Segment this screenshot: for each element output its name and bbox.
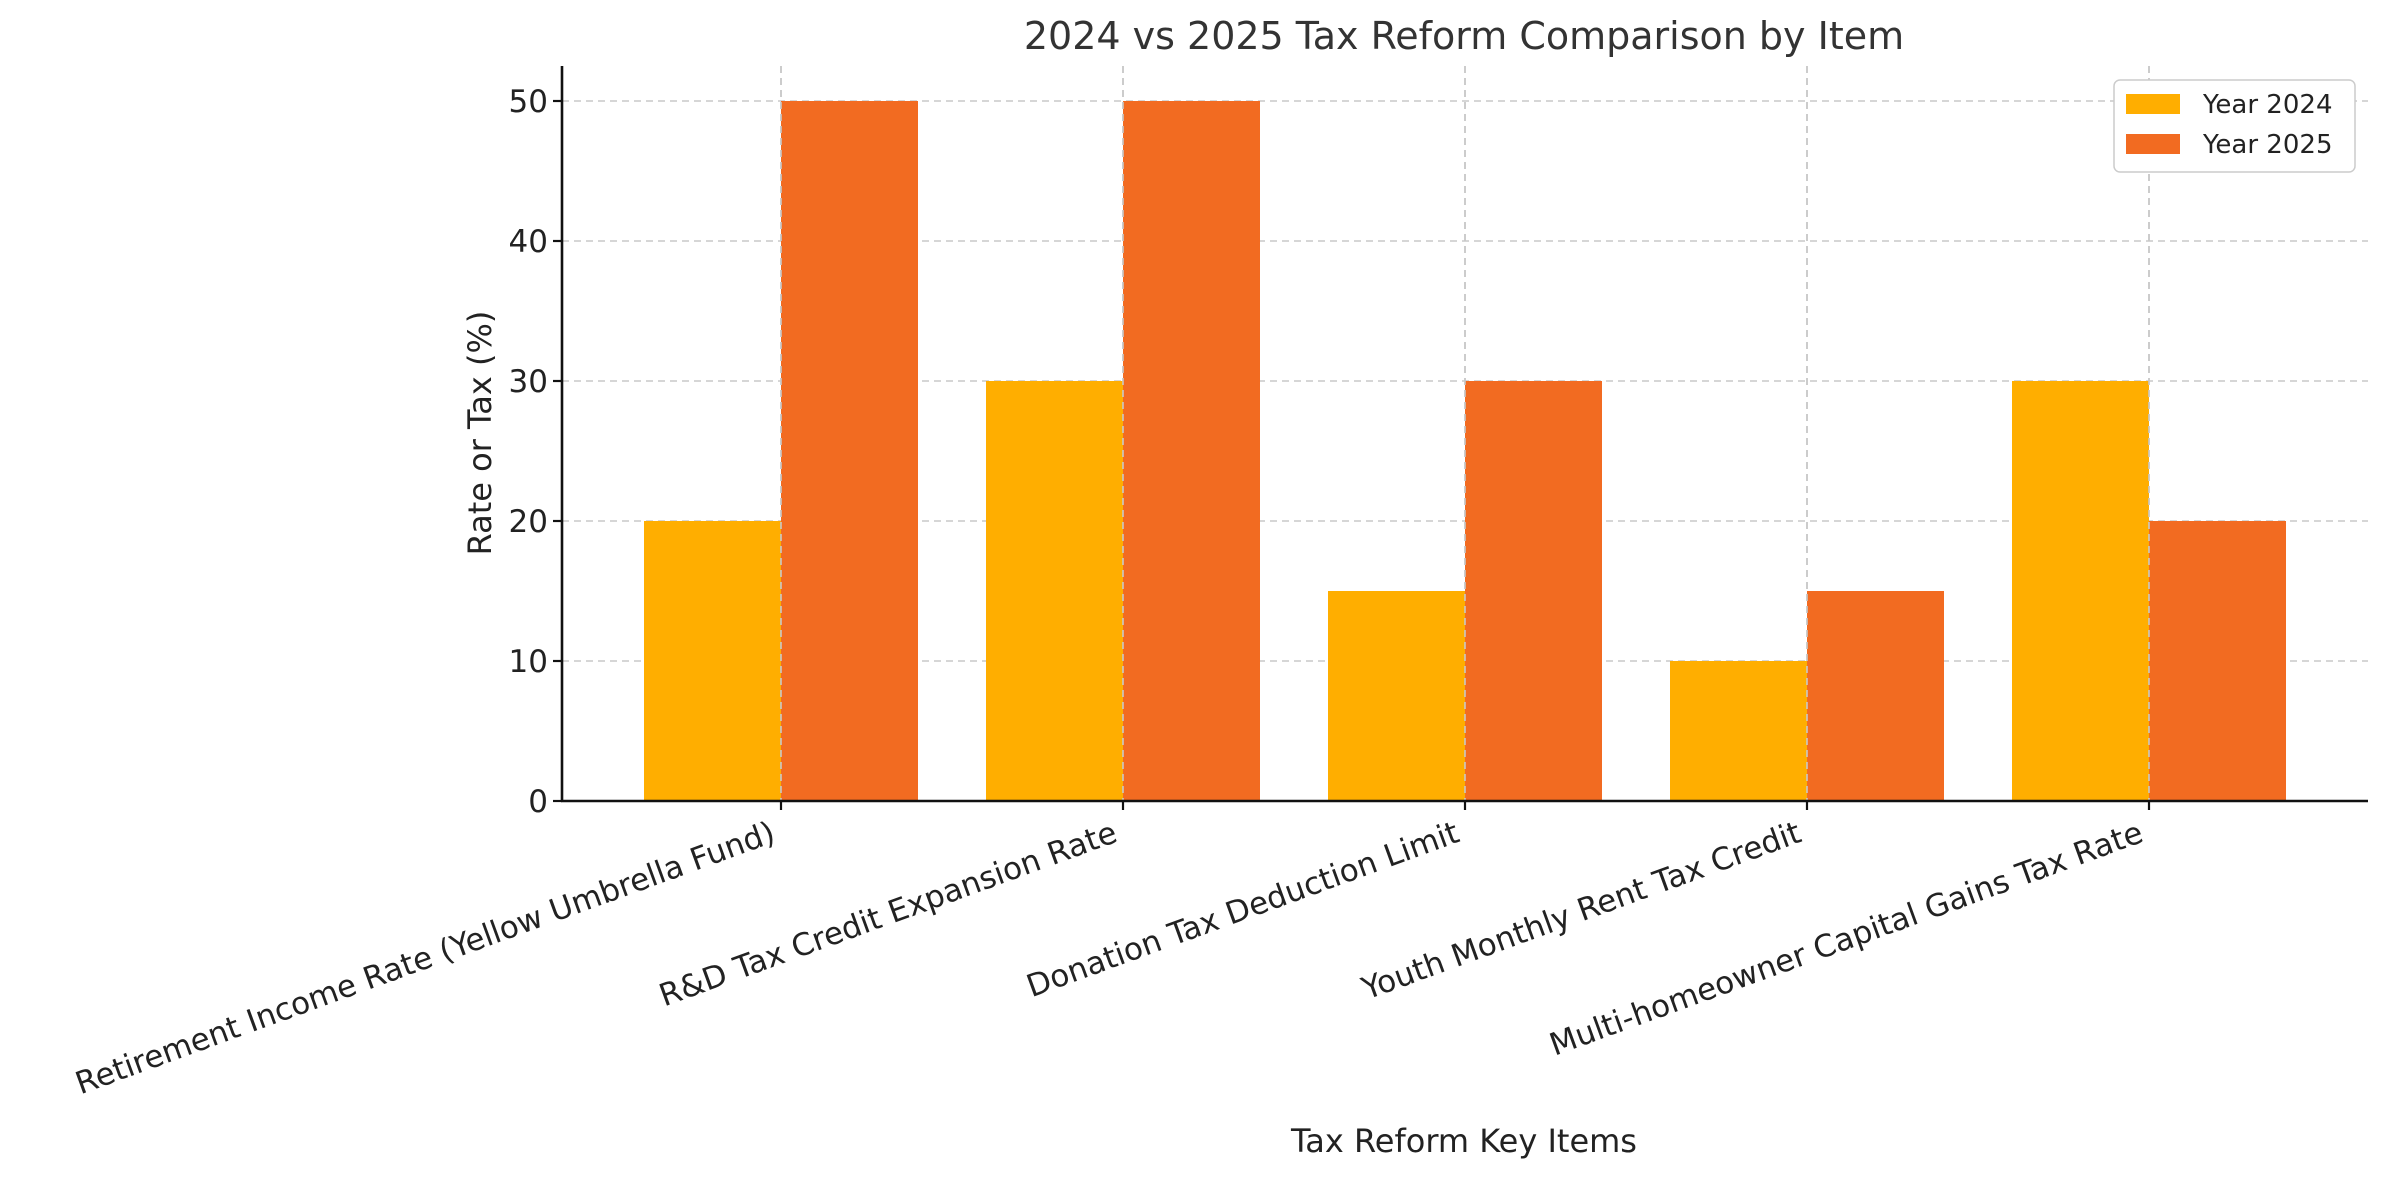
legend-label-2024: Year 2024 (2202, 90, 2332, 120)
x-axis-ticks: Retirement Income Rate (Yellow Umbrella … (71, 801, 2151, 1102)
y-tick-label: 30 (509, 364, 548, 400)
y-tick-label: 20 (509, 504, 548, 540)
bar-year-2024 (1328, 591, 1465, 801)
legend: Year 2024 Year 2025 (2113, 79, 2356, 173)
y-axis-ticks: 0 10 20 30 40 50 (509, 84, 562, 820)
y-tick-label: 40 (509, 224, 548, 260)
bar-year-2025 (1123, 101, 1260, 801)
y-tick-label: 10 (509, 644, 548, 680)
x-category-label: Retirement Income Rate (Yellow Umbrella … (71, 815, 780, 1102)
bar-year-2024 (2012, 381, 2149, 801)
legend-label-2025: Year 2025 (2202, 130, 2332, 160)
bar-year-2024 (1670, 661, 1807, 801)
bar-year-2025 (781, 101, 918, 801)
bar-year-2025 (1465, 381, 1602, 801)
bar-year-2025 (1807, 591, 1944, 801)
y-tick-label: 50 (509, 84, 548, 120)
x-axis-label: Tax Reform Key Items (1290, 1122, 1637, 1160)
bar-year-2024 (644, 521, 781, 801)
y-tick-label: 0 (528, 784, 548, 820)
x-category-label: Multi-homeowner Capital Gains Tax Rate (1545, 815, 2148, 1064)
y-axis-label: Rate or Tax (%) (461, 311, 499, 556)
chart-title: 2024 vs 2025 Tax Reform Comparison by It… (1024, 14, 1904, 58)
bar-year-2025 (2149, 521, 2286, 801)
bars (644, 66, 2286, 801)
legend-swatch-2025 (2126, 134, 2180, 154)
bar-year-2024 (986, 381, 1123, 801)
legend-swatch-2024 (2126, 94, 2180, 114)
